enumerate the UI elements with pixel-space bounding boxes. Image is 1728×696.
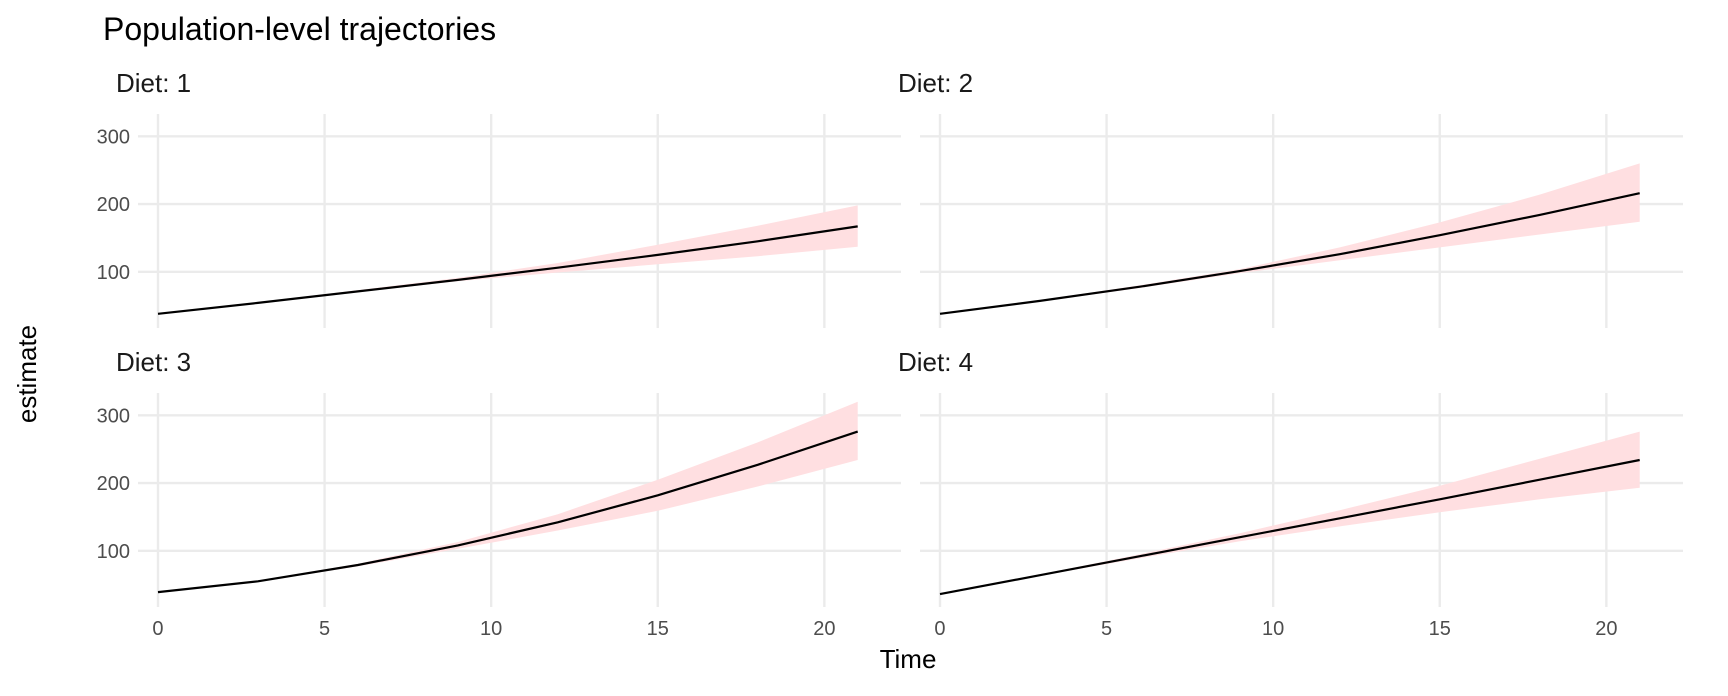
y-tick-label: 200 — [97, 473, 130, 495]
chart-title: Population-level trajectories — [103, 11, 496, 47]
x-tick-label: 10 — [1262, 618, 1284, 640]
facet-panel-4: Diet: 4 0 5 10 15 20 — [898, 347, 1683, 640]
x-tick-label: 10 — [480, 618, 502, 640]
estimate-line — [939, 458, 1640, 596]
facet-panel-2: Diet: 2 — [898, 68, 1683, 328]
y-tick-label: 200 — [97, 194, 130, 216]
confidence-band — [158, 205, 858, 314]
facet-label-3: Diet: 3 — [116, 347, 191, 377]
x-tick-label: 5 — [319, 618, 330, 640]
x-tick-label: 15 — [1429, 618, 1451, 640]
x-axis-title: Time — [880, 644, 937, 674]
x-tick-label: 15 — [647, 618, 669, 640]
estimate-line — [939, 192, 1640, 315]
x-tick-label: 5 — [1101, 618, 1112, 640]
x-tick-label: 20 — [1595, 618, 1617, 640]
y-axis-title: estimate — [12, 325, 42, 423]
estimate-line — [157, 430, 859, 594]
facet-panel-3: Diet: 3 100 200 300 0 5 10 15 20 — [97, 347, 901, 640]
y-tick-label: 300 — [97, 126, 130, 148]
y-tick-label: 100 — [97, 262, 130, 284]
y-tick-label: 300 — [97, 405, 130, 427]
confidence-band — [158, 401, 858, 593]
estimate-line — [157, 225, 858, 315]
confidence-band — [940, 431, 1640, 595]
confidence-band — [940, 163, 1640, 314]
facet-label-1: Diet: 1 — [116, 68, 191, 98]
facet-label-2: Diet: 2 — [898, 68, 973, 98]
x-tick-label: 0 — [934, 618, 945, 640]
y-tick-label: 100 — [97, 541, 130, 563]
facet-panel-1: Diet: 1 100 200 300 — [97, 68, 901, 328]
x-tick-label: 0 — [152, 618, 163, 640]
facet-label-4: Diet: 4 — [898, 347, 973, 377]
x-tick-label: 20 — [813, 618, 835, 640]
